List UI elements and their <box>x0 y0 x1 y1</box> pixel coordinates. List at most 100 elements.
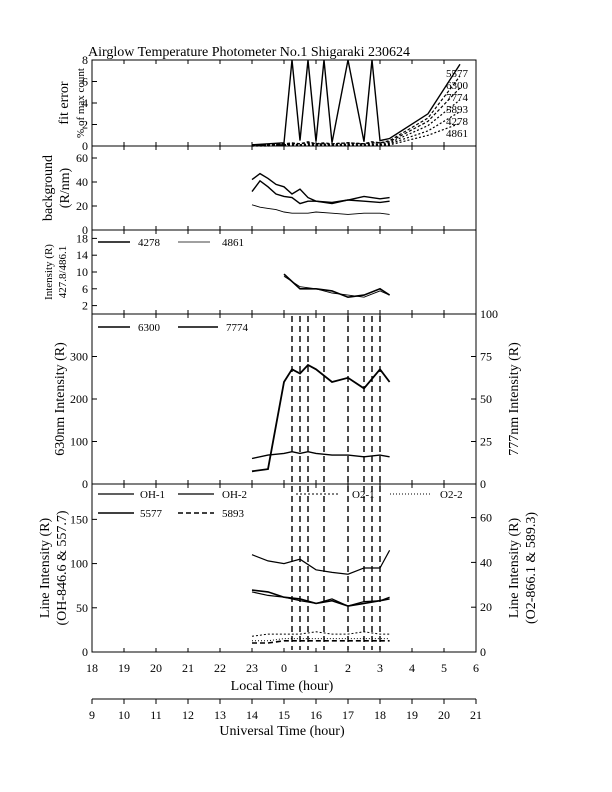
series-line-6300 <box>251 363 391 473</box>
red-intensity-ylabels: 630nm Intensity (R) 777nm Intensity (R) <box>53 342 522 456</box>
svg-text:% of max count: % of max count <box>75 68 87 138</box>
universal-time-label: Universal Time (hour) <box>219 724 345 739</box>
y-tick-label: 10 <box>76 265 88 279</box>
y-tick-label: 4 <box>82 96 88 110</box>
background-ylabel: background (R/nm) <box>41 155 73 221</box>
local-time-tick-label: 1 <box>313 661 319 675</box>
legend-label-4861: 4861 <box>222 237 244 249</box>
y-tick-label: 18 <box>76 231 88 245</box>
svg-text:Line Intensity (R): Line Intensity (R) <box>507 518 522 619</box>
y-tick-label: 100 <box>70 557 88 571</box>
local-time-tick-label: 22 <box>214 661 226 675</box>
fit-error-series-labels: 5577 6300 7774 5893 4278 4861 <box>446 68 469 140</box>
y2-tick-label: 20 <box>480 600 492 614</box>
universal-time-tick-label: 14 <box>246 708 258 722</box>
y-tick-label: 8 <box>82 53 88 67</box>
legend-label-oh2: OH-2 <box>222 489 247 501</box>
svg-text:Intensity (R): Intensity (R) <box>43 244 55 300</box>
fit-label-4278: 4278 <box>446 116 469 128</box>
red-legend: 6300 7774 <box>98 322 249 334</box>
local-time-label: Local Time (hour) <box>231 679 334 694</box>
universal-time-tick-label: 15 <box>278 708 290 722</box>
series-line-5893 <box>252 99 461 146</box>
y-tick-label: 200 <box>70 392 88 406</box>
y-tick-label: 0 <box>82 139 88 153</box>
universal-time-tick-label: 21 <box>470 708 482 722</box>
series-line-5893 <box>252 639 390 644</box>
local-time-tick-label: 20 <box>150 661 162 675</box>
fit-label-4861: 4861 <box>446 128 468 140</box>
y-tick-label: 50 <box>76 601 88 615</box>
series-line-p1-s2 <box>251 204 390 215</box>
svg-text:Line Intensity (R): Line Intensity (R) <box>38 518 53 619</box>
y2-tick-label: 50 <box>480 392 492 406</box>
series-line-p1-s0 <box>251 172 390 204</box>
background-panel <box>91 145 477 231</box>
legend-label-4278: 4278 <box>138 237 161 249</box>
svg-text:fit error: fit error <box>57 81 72 124</box>
series-line-4861 <box>252 122 461 147</box>
local-time-tick-label: 21 <box>182 661 194 675</box>
svg-text:630nm Intensity (R): 630nm Intensity (R) <box>53 342 68 456</box>
svg-text:427.8/486.1: 427.8/486.1 <box>57 246 69 299</box>
universal-time-tick-label: 12 <box>182 708 194 722</box>
blue-legend: 4278 4861 <box>98 237 244 249</box>
fit-label-6300: 6300 <box>446 80 469 92</box>
legend-label-5893: 5893 <box>222 508 245 520</box>
series-line-OH-1 <box>251 550 391 575</box>
legend-label-o22: O2-2 <box>440 489 463 501</box>
universal-time-tick-label: 20 <box>438 708 450 722</box>
legend-label-6300: 6300 <box>138 322 161 334</box>
y-tick-label: 60 <box>76 151 88 165</box>
series-line-7774 <box>251 450 390 460</box>
svg-text:(OH-846.6 & 557.7): (OH-846.6 & 557.7) <box>55 510 70 625</box>
y2-tick-label: 0 <box>480 477 486 491</box>
y2-tick-label: 25 <box>480 435 492 449</box>
local-time-tick-label: 3 <box>377 661 383 675</box>
chart-title: Airglow Temperature Photometer No.1 Shig… <box>88 45 410 60</box>
y-tick-label: 0 <box>82 645 88 659</box>
universal-time-tick-label: 16 <box>310 708 322 722</box>
y2-tick-label: 40 <box>480 555 492 569</box>
y-tick-label: 14 <box>76 248 88 262</box>
local-time-tick-label: 19 <box>118 661 130 675</box>
series-line-p1-s1 <box>251 179 390 205</box>
y-tick-label: 6 <box>82 75 88 89</box>
red-intensity-panel <box>91 313 477 485</box>
y-tick-label: 150 <box>70 512 88 526</box>
series-line-O2-1 <box>251 631 390 637</box>
line-legend: OH-1 OH-2 O2-1 O2-2 5577 5893 <box>98 489 463 520</box>
local-time-tick-label: 4 <box>409 661 415 675</box>
y-tick-label: 0 <box>82 223 88 237</box>
local-time-tick-label: 0 <box>281 661 287 675</box>
fit-error-panel <box>91 59 477 147</box>
legend-label-7774: 7774 <box>226 322 249 334</box>
universal-time-tick-label: 10 <box>118 708 130 722</box>
universal-time-tick-label: 13 <box>214 708 226 722</box>
y-tick-label: 40 <box>76 175 88 189</box>
universal-time-tick-label: 9 <box>89 708 95 722</box>
y-tick-label: 100 <box>70 435 88 449</box>
series-line-5577 <box>251 59 461 146</box>
fit-error-ylabel: fit error % of max count <box>57 68 87 138</box>
universal-time-tick-label: 18 <box>374 708 386 722</box>
y-tick-label: 20 <box>76 199 88 213</box>
local-time-tick-label: 2 <box>345 661 351 675</box>
y-tick-label: 6 <box>82 282 88 296</box>
legend-label-oh1: OH-1 <box>140 489 165 501</box>
svg-text:background: background <box>41 155 56 221</box>
local-time-tick-label: 6 <box>473 661 479 675</box>
universal-time-tick-label: 11 <box>150 708 162 722</box>
series-line-4861 <box>283 275 390 298</box>
y-tick-label: 300 <box>70 350 88 364</box>
y2-tick-label: 100 <box>480 307 498 321</box>
blue-intensity-ylabel: Intensity (R) 427.8/486.1 <box>43 244 69 300</box>
local-time-tick-label: 18 <box>86 661 98 675</box>
svg-text:(O2-866.1 & 589.3): (O2-866.1 & 589.3) <box>524 512 539 624</box>
y2-tick-label: 60 <box>480 511 492 525</box>
series-layer <box>251 59 461 650</box>
universal-time-tick-label: 17 <box>342 708 354 722</box>
legend-label-5577: 5577 <box>140 508 163 520</box>
y-tick-label: 0 <box>82 477 88 491</box>
